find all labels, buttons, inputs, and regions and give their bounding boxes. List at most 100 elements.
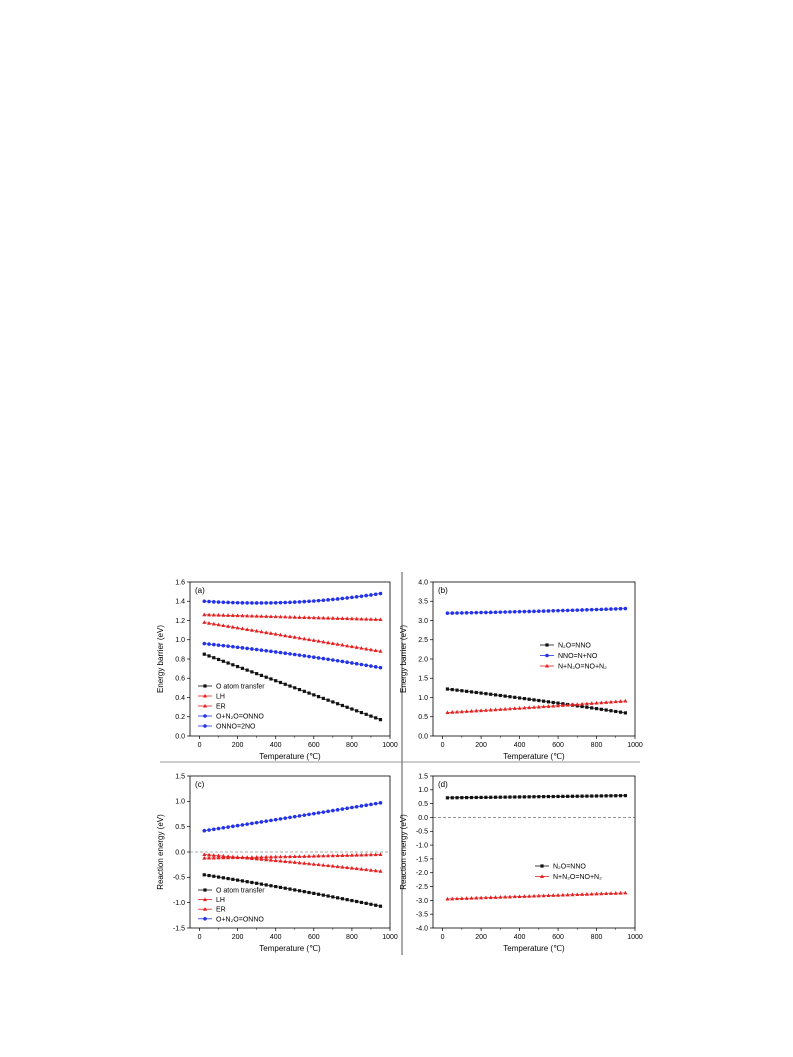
data-point <box>445 710 450 715</box>
data-point <box>378 718 383 722</box>
data-point <box>345 898 349 902</box>
data-point <box>493 693 498 697</box>
data-point <box>489 692 493 696</box>
data-point <box>465 689 469 693</box>
data-point <box>216 855 221 860</box>
data-point <box>297 635 302 640</box>
data-point <box>312 655 316 659</box>
data-point <box>249 628 254 632</box>
data-point <box>259 614 264 618</box>
y-tick-label: -1.5 <box>173 925 185 932</box>
data-point <box>359 616 364 621</box>
data-point <box>212 874 216 878</box>
data-point <box>240 855 245 859</box>
x-tick-label: 1000 <box>382 742 398 749</box>
legend-marker <box>203 888 207 892</box>
data-point <box>560 703 565 707</box>
y-tick-label: 4.0 <box>418 579 428 586</box>
data-point <box>307 861 312 866</box>
data-point <box>297 814 302 818</box>
y-tick-label: 2.0 <box>418 656 428 663</box>
legend-label: LH <box>216 897 225 904</box>
data-point <box>369 593 373 597</box>
y-tick-label: 0.0 <box>175 733 185 740</box>
data-point <box>350 661 354 665</box>
data-point <box>288 652 292 656</box>
series-line <box>447 795 626 799</box>
data-point <box>207 599 211 604</box>
y-tick-label: 0.0 <box>418 815 428 822</box>
series-line <box>204 593 381 604</box>
data-point <box>264 854 269 859</box>
data-point <box>207 855 212 860</box>
data-point <box>312 693 316 697</box>
data-point <box>613 699 618 704</box>
data-point <box>230 855 235 860</box>
data-point <box>594 794 599 798</box>
data-point <box>321 598 326 603</box>
y-axis-label: Energy barrier (eV) <box>399 625 408 693</box>
data-point <box>349 853 354 857</box>
y-tick-label: 0.5 <box>418 801 428 808</box>
data-point <box>211 621 216 626</box>
data-point <box>460 796 464 800</box>
data-point <box>532 705 536 709</box>
legend-marker <box>203 724 207 728</box>
data-point <box>331 808 335 813</box>
x-tick-label: 1000 <box>382 934 398 941</box>
data-point <box>330 853 335 858</box>
data-point <box>297 854 302 858</box>
data-point <box>202 641 207 646</box>
data-point <box>259 629 264 634</box>
data-point <box>378 665 383 670</box>
data-point <box>297 653 302 657</box>
data-point <box>254 855 259 859</box>
data-point <box>522 795 526 799</box>
data-point <box>226 613 231 617</box>
x-axis-label: Temperature (℃) <box>259 944 321 953</box>
data-point <box>269 677 273 681</box>
y-tick-label: 0.5 <box>175 824 185 831</box>
data-point <box>373 868 378 873</box>
data-point <box>331 700 335 704</box>
legend-marker <box>203 917 207 921</box>
data-point <box>316 656 321 660</box>
data-point <box>373 648 378 653</box>
data-point <box>292 860 297 864</box>
data-point <box>216 622 221 627</box>
data-point <box>488 610 493 615</box>
data-point <box>326 894 330 898</box>
data-point <box>245 601 249 605</box>
data-point <box>575 794 579 798</box>
y-tick-label: -0.5 <box>416 829 428 836</box>
data-point <box>455 688 459 692</box>
data-point <box>292 600 297 604</box>
data-point <box>364 867 369 872</box>
data-point <box>259 601 264 605</box>
data-point <box>316 615 321 620</box>
data-point <box>221 623 226 628</box>
data-point <box>288 887 292 891</box>
legend-label: ER <box>216 907 226 914</box>
data-point <box>373 852 378 857</box>
data-point <box>513 695 517 699</box>
data-point <box>259 820 264 824</box>
data-point <box>483 895 488 900</box>
data-point <box>354 616 359 621</box>
x-axis-label: Temperature (℃) <box>503 944 565 953</box>
y-tick-label: 0.5 <box>418 714 428 721</box>
data-point <box>226 855 231 860</box>
data-point <box>297 600 302 604</box>
data-point <box>455 796 459 800</box>
data-point <box>585 608 589 612</box>
data-point <box>288 815 292 820</box>
data-point <box>321 615 326 620</box>
data-point <box>541 704 546 709</box>
data-point <box>364 901 368 905</box>
data-point <box>235 625 240 630</box>
data-point <box>503 694 507 698</box>
legend-label: N₂O=NNO <box>558 643 591 650</box>
legend-marker <box>203 897 207 902</box>
x-tick-label: 400 <box>270 934 282 941</box>
y-tick-label: 0.0 <box>418 733 428 740</box>
